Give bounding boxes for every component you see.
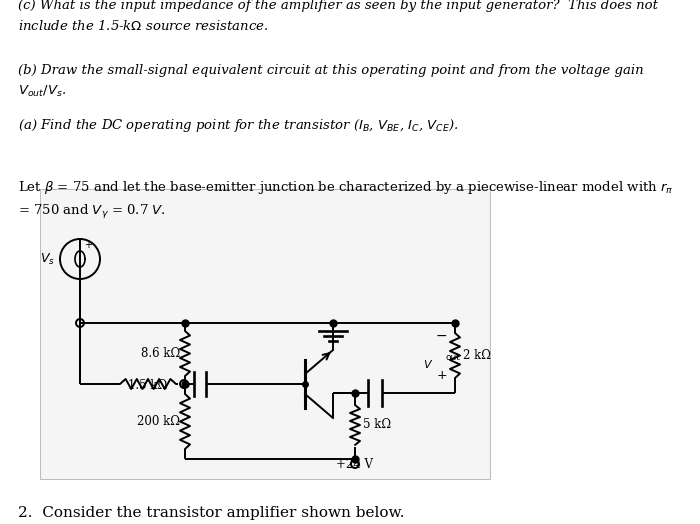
Text: 200 kΩ: 200 kΩ <box>137 415 180 428</box>
FancyBboxPatch shape <box>40 189 490 479</box>
Text: (a) Find the DC operating point for the transistor ($I_B$, $V_{BE}$, $I_C$, $V_{: (a) Find the DC operating point for the … <box>18 117 458 134</box>
Text: −: − <box>435 329 447 343</box>
Text: 5 kΩ: 5 kΩ <box>363 419 391 431</box>
Text: out: out <box>445 353 460 362</box>
Text: 1.5 kΩ: 1.5 kΩ <box>128 379 167 392</box>
Text: $V$: $V$ <box>423 357 433 369</box>
Text: +: + <box>84 240 92 250</box>
Text: +: + <box>436 369 447 382</box>
Text: (c) What is the input impedance of the amplifier as seen by the input generator?: (c) What is the input impedance of the a… <box>18 0 658 32</box>
Text: 2 kΩ: 2 kΩ <box>463 349 491 362</box>
Text: Let $\beta$ = 75 and let the base-emitter junction be characterized by a piecewi: Let $\beta$ = 75 and let the base-emitte… <box>18 179 673 221</box>
Text: +24 V: +24 V <box>337 458 374 471</box>
Text: 2.  Consider the transistor amplifier shown below.: 2. Consider the transistor amplifier sho… <box>18 506 405 520</box>
Text: $V_s$: $V_s$ <box>40 252 55 267</box>
Text: 8.6 kΩ: 8.6 kΩ <box>141 347 180 360</box>
Text: (b) Draw the small-signal equivalent circuit at this operating point and from th: (b) Draw the small-signal equivalent cir… <box>18 64 643 99</box>
